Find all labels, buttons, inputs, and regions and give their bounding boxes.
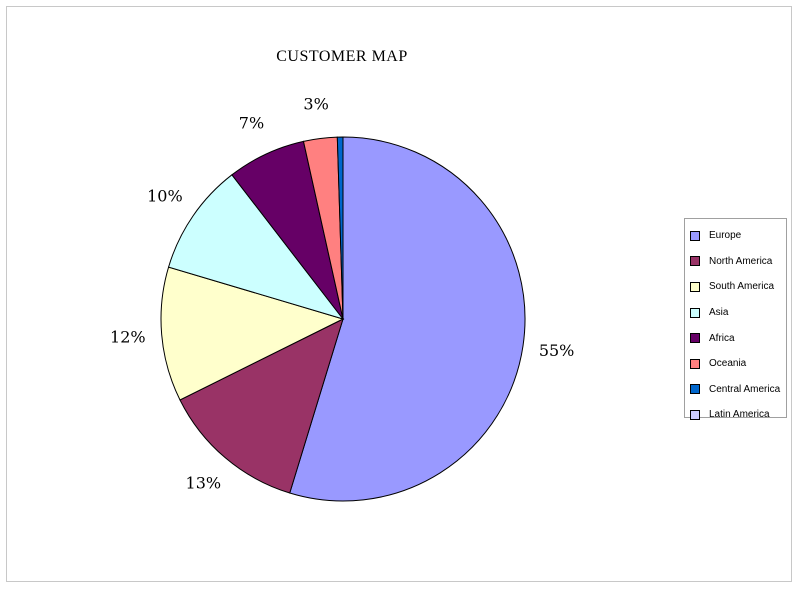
legend-swatch	[690, 230, 700, 241]
legend-item-asia: Asia	[690, 300, 786, 326]
data-label: 7%	[239, 113, 264, 132]
legend-label: Europe	[709, 230, 742, 242]
legend-item-latin-america: Latin America	[690, 402, 786, 428]
legend-swatch	[690, 409, 700, 420]
chart-title: CUSTOMER MAP	[276, 48, 408, 65]
legend-swatch	[690, 384, 700, 395]
legend-swatch	[690, 256, 700, 267]
legend-swatch	[690, 281, 700, 292]
data-label: 13%	[186, 474, 222, 493]
legend-label: North America	[709, 255, 773, 267]
pie-slice-central-america	[336, 136, 344, 320]
pie-slice-south-america	[160, 266, 345, 401]
data-label: 10%	[147, 187, 183, 206]
legend-label: Africa	[709, 332, 735, 344]
legend-label: Latin America	[709, 409, 770, 421]
legend-item-oceania: Oceania	[690, 351, 786, 377]
legend-label: Central America	[709, 383, 781, 395]
data-label: 3%	[303, 95, 328, 114]
legend-swatch	[690, 307, 700, 318]
legend-item-central-america: Central America	[690, 377, 786, 403]
data-label: 55%	[539, 341, 575, 360]
legend-label: South America	[709, 281, 775, 293]
data-label: 12%	[110, 328, 146, 347]
legend-item-europe: Europe	[690, 223, 786, 249]
legend-label: Asia	[709, 307, 729, 319]
pie-slice-europe	[289, 136, 526, 502]
chart-legend: Europe North America South America Asia …	[684, 218, 787, 420]
legend-label: Oceania	[709, 358, 747, 370]
legend-swatch	[690, 358, 700, 369]
legend-swatch	[690, 333, 700, 344]
legend-item-africa: Africa	[690, 325, 786, 351]
pie-slice-north-america	[179, 318, 344, 494]
pie-slice-asia	[167, 174, 345, 320]
legend-item-south-america: South America	[690, 274, 786, 300]
legend-item-north-america: North America	[690, 249, 786, 275]
